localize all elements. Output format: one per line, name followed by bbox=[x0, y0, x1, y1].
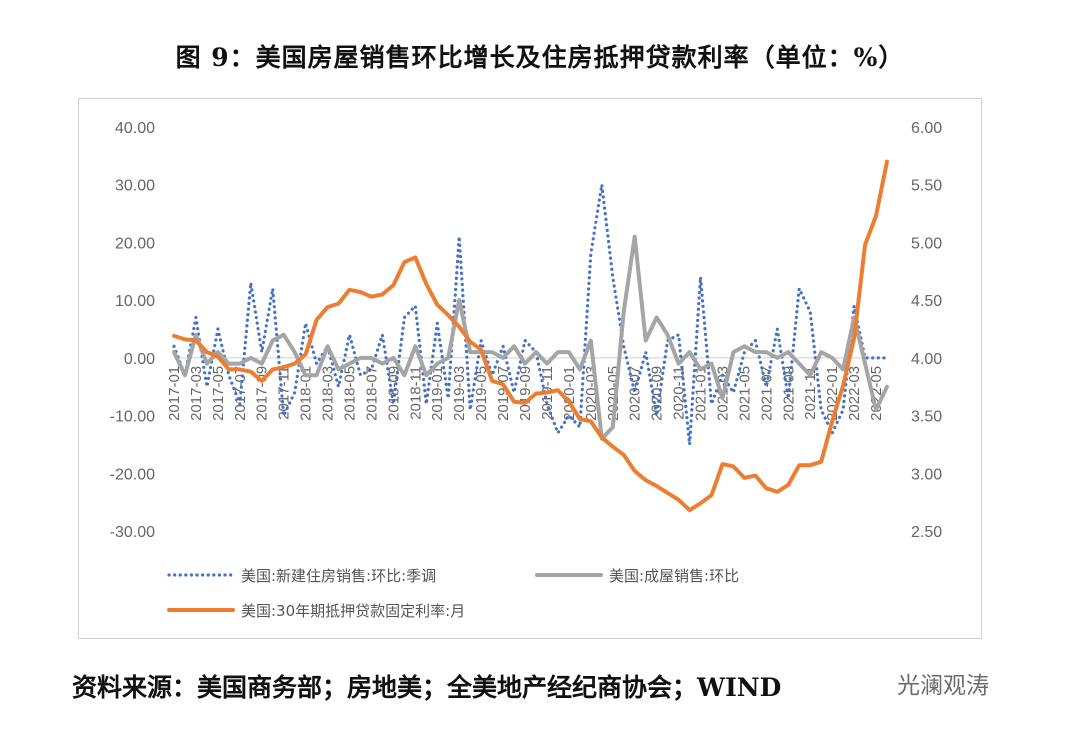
source-note: 资料来源：美国商务部；房地美；全美地产经纪商协会；WIND bbox=[72, 673, 782, 702]
x-tick-label: 2021-05 bbox=[736, 366, 753, 421]
series-line-3 bbox=[172, 159, 889, 513]
x-tick-label: 2017-01 bbox=[166, 366, 183, 421]
x-tick-label: 2018-11 bbox=[407, 366, 424, 420]
x-tick-label: 2017-03 bbox=[188, 366, 205, 421]
figure-title: 图 9：美国房屋销售环比增长及住房抵押贷款利率（单位：%） bbox=[175, 43, 905, 72]
x-tick-label: 2018-05 bbox=[342, 366, 359, 421]
y-left-tick-label: 40.00 bbox=[115, 120, 155, 137]
legend-label-3: 美国:30年期抵押贷款固定利率:月 bbox=[241, 602, 465, 620]
x-tick-label: 2019-03 bbox=[451, 366, 468, 421]
chart-frame: -30.00 -20.00 -10.00 0.00 10.00 20.00 30.00 40.… bbox=[78, 98, 982, 639]
x-tick-label: 2019-07 bbox=[495, 366, 512, 421]
x-tick-label: 2021-07 bbox=[758, 366, 775, 421]
chart-svg: -30.00 -20.00 -10.00 0.00 10.00 20.00 30.00 40.… bbox=[110, 120, 943, 620]
y-left-tick-label: -20.00 bbox=[110, 466, 155, 483]
x-tick-label: 2022-05 bbox=[868, 366, 885, 421]
x-tick-label: 2022-03 bbox=[846, 366, 863, 421]
series-line-2 bbox=[172, 234, 889, 441]
y-left-tick-label: -30.00 bbox=[110, 524, 155, 541]
x-tick-label: 2019-01 bbox=[429, 366, 446, 421]
watermark: 光澜观涛 bbox=[893, 666, 993, 700]
y-right-tick-label: 3.00 bbox=[911, 466, 942, 483]
y-axis-right-labels: 2.50 3.00 3.50 4.00 4.50 5.00 5.50 6.00 bbox=[911, 120, 942, 541]
x-tick-label: 2019-05 bbox=[473, 366, 490, 421]
y-left-tick-label: 0.00 bbox=[124, 351, 155, 368]
x-tick-label: 2021-01 bbox=[693, 366, 710, 421]
x-axis-labels: 2017-01 2017-03 2017-05 2017-07 2017-09 2017-… bbox=[166, 366, 885, 421]
y-right-tick-label: 4.50 bbox=[911, 293, 942, 310]
x-tick-label: 2018-03 bbox=[320, 366, 337, 421]
y-right-tick-label: 6.00 bbox=[911, 120, 942, 137]
legend: 美国:新建住房销售:环比:季调 美国:成屋销售:环比美国:30年期抵押贷款固定利率… bbox=[167, 567, 739, 620]
y-left-tick-label: 30.00 bbox=[115, 178, 155, 195]
y-left-tick-label: 20.00 bbox=[115, 235, 155, 252]
series-line-1 bbox=[172, 183, 889, 446]
x-tick-label: 2021-09 bbox=[780, 366, 797, 421]
y-right-tick-label: 5.00 bbox=[911, 235, 942, 252]
y-left-tick-label: -10.00 bbox=[110, 409, 155, 426]
legend-label-1: 美国:新建住房销售:环比:季调 bbox=[241, 567, 436, 585]
x-tick-label: 2018-07 bbox=[363, 366, 380, 421]
x-tick-label: 2022-01 bbox=[824, 366, 841, 421]
legend-label-2: 美国:成屋销售:环比 bbox=[609, 567, 739, 585]
y-right-tick-label: 3.50 bbox=[911, 409, 942, 426]
x-tick-label: 2021-11 bbox=[802, 366, 819, 420]
x-tick-label: 2017-05 bbox=[210, 366, 227, 421]
x-tick-label: 2019-09 bbox=[517, 366, 534, 421]
x-tick-label: 2018-01 bbox=[298, 366, 315, 421]
series-lines bbox=[172, 159, 889, 513]
y-right-tick-label: 5.50 bbox=[911, 178, 942, 195]
y-axis-left-labels: -30.00 -20.00 -10.00 0.00 10.00 20.00 30.00 40.… bbox=[110, 120, 155, 541]
y-right-tick-label: 4.00 bbox=[911, 351, 942, 368]
y-left-tick-label: 10.00 bbox=[115, 293, 155, 310]
y-right-tick-label: 2.50 bbox=[911, 524, 942, 541]
